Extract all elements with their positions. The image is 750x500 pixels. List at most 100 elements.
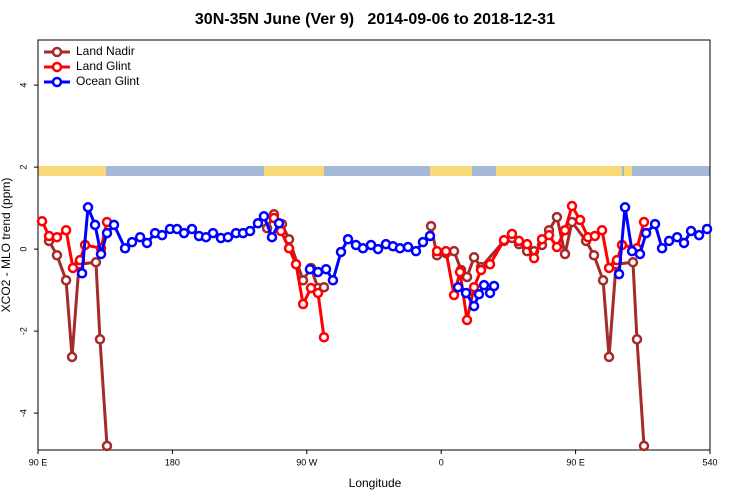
data-point bbox=[701, 223, 713, 235]
x-tick-label: 90 E bbox=[29, 457, 48, 467]
data-point bbox=[460, 287, 472, 299]
legend-label: Land Glint bbox=[76, 59, 131, 73]
data-point bbox=[478, 279, 490, 291]
data-point bbox=[596, 224, 608, 236]
data-point bbox=[468, 252, 480, 263]
data-point bbox=[119, 243, 131, 254]
data-point bbox=[425, 220, 437, 232]
data-point bbox=[178, 227, 190, 239]
data-point bbox=[613, 268, 625, 280]
data-point bbox=[244, 225, 256, 237]
data-point bbox=[327, 275, 339, 286]
data-point bbox=[468, 300, 480, 312]
data-point bbox=[372, 243, 384, 255]
data-point bbox=[342, 234, 354, 245]
data-point bbox=[498, 234, 510, 246]
data-point bbox=[663, 235, 675, 247]
data-point bbox=[266, 231, 278, 243]
data-point bbox=[473, 288, 485, 300]
data-point bbox=[312, 287, 324, 299]
data-point bbox=[461, 314, 473, 326]
data-point bbox=[685, 225, 697, 237]
data-point bbox=[528, 252, 540, 264]
y-tick-label: -2 bbox=[18, 327, 28, 335]
data-point bbox=[448, 289, 460, 301]
data-point bbox=[304, 263, 316, 275]
data-point bbox=[543, 229, 555, 241]
data-point bbox=[551, 211, 563, 223]
data-point bbox=[488, 280, 500, 292]
data-point bbox=[82, 202, 94, 213]
data-point bbox=[36, 215, 48, 227]
data-point bbox=[678, 237, 690, 249]
data-point bbox=[318, 281, 330, 293]
series-line bbox=[40, 202, 646, 338]
data-point bbox=[305, 282, 317, 294]
data-point bbox=[603, 351, 615, 363]
data-point bbox=[76, 268, 88, 279]
legend-label: Land Nadir bbox=[76, 44, 135, 58]
data-point bbox=[656, 243, 668, 254]
data-point bbox=[43, 230, 55, 242]
data-point bbox=[454, 266, 466, 278]
legend-marker bbox=[51, 46, 63, 58]
y-tick-label: -4 bbox=[18, 409, 28, 417]
x-tick-label: 180 bbox=[165, 457, 180, 467]
data-point bbox=[94, 334, 106, 345]
x-tick-label: 0 bbox=[439, 457, 444, 467]
data-point bbox=[424, 230, 436, 242]
data-point bbox=[452, 281, 464, 293]
data-point bbox=[186, 223, 198, 235]
legend-marker bbox=[51, 76, 63, 88]
data-point bbox=[312, 266, 324, 278]
data-point bbox=[320, 263, 332, 275]
data-point bbox=[603, 262, 615, 274]
data-point bbox=[222, 231, 234, 243]
data-point bbox=[357, 243, 369, 254]
data-point bbox=[484, 259, 496, 270]
x-tick-label: 540 bbox=[702, 457, 717, 467]
data-point bbox=[101, 227, 113, 239]
data-point bbox=[126, 236, 138, 248]
data-point bbox=[252, 218, 264, 229]
legend-label: Ocean Glint bbox=[76, 74, 140, 88]
data-point bbox=[156, 229, 168, 241]
data-point bbox=[410, 245, 422, 257]
data-point bbox=[649, 218, 661, 230]
data-point bbox=[95, 248, 107, 260]
data-point bbox=[417, 236, 429, 248]
legend-marker bbox=[51, 61, 63, 73]
data-point bbox=[638, 216, 650, 228]
data-point bbox=[475, 264, 487, 276]
data-point bbox=[671, 231, 683, 243]
data-point bbox=[468, 281, 480, 293]
data-point bbox=[66, 351, 78, 363]
data-point bbox=[634, 248, 646, 260]
data-point bbox=[297, 298, 309, 310]
data-point bbox=[640, 227, 652, 239]
data-point bbox=[513, 235, 525, 247]
x-axis-label: Longitude bbox=[349, 476, 402, 490]
data-point bbox=[627, 256, 639, 268]
data-point bbox=[574, 214, 586, 226]
data-point bbox=[589, 230, 601, 242]
data-point bbox=[448, 245, 460, 257]
data-point bbox=[134, 231, 146, 243]
data-point bbox=[207, 227, 219, 239]
data-point bbox=[559, 248, 571, 260]
plot-frame bbox=[37, 39, 711, 451]
y-axis-label: XCO2 - MLO trend (ppm) bbox=[0, 178, 13, 313]
data-point bbox=[318, 332, 330, 343]
data-point bbox=[402, 241, 414, 253]
data-point bbox=[619, 202, 631, 213]
data-point bbox=[258, 211, 270, 222]
data-point bbox=[51, 231, 63, 243]
land-ocean-strip bbox=[38, 166, 710, 176]
y-tick-label: 4 bbox=[18, 83, 28, 88]
data-point bbox=[551, 241, 563, 253]
data-point bbox=[597, 275, 609, 286]
data-point bbox=[559, 224, 571, 236]
data-point bbox=[60, 275, 72, 286]
data-point bbox=[631, 334, 643, 345]
data-point bbox=[90, 256, 102, 268]
